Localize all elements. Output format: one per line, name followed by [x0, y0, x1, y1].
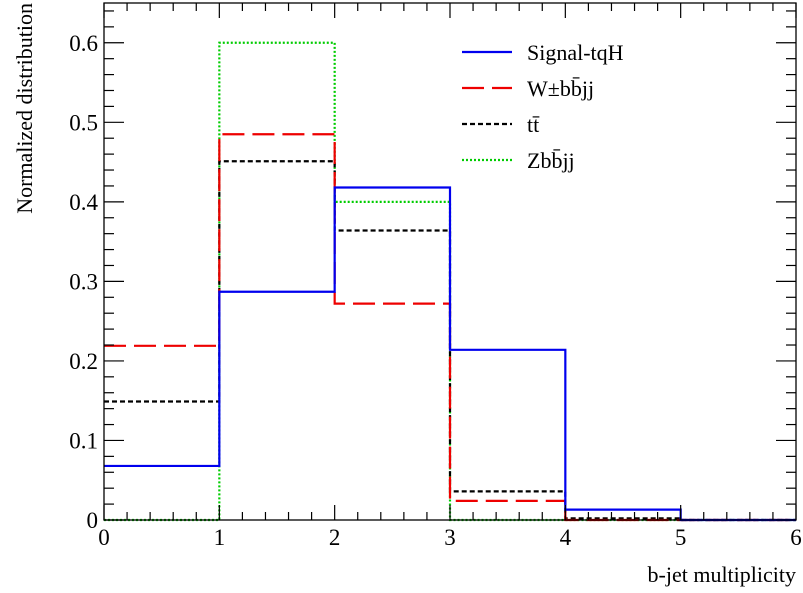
y-tick-label: 0.5	[69, 110, 98, 135]
y-tick-label: 0.6	[69, 31, 98, 56]
x-tick-label: 1	[214, 525, 226, 550]
y-tick-label: 0.4	[69, 190, 98, 215]
y-tick-label: 0	[87, 508, 99, 533]
legend-label-1: W±bb̄jj	[527, 76, 594, 101]
x-tick-label: 6	[790, 525, 802, 550]
x-tick-label: 3	[444, 525, 456, 550]
x-tick-label: 2	[329, 525, 341, 550]
legend-label-3: Zbb̄jj	[527, 148, 575, 173]
y-axis-title: Normalized distribution	[12, 3, 37, 214]
x-tick-label: 4	[560, 525, 572, 550]
y-tick-label: 0.2	[69, 349, 98, 374]
legend-label-0: Signal-tqH	[527, 40, 624, 65]
legend-label-2: tt̄	[527, 112, 540, 137]
y-tick-label: 0.1	[69, 428, 98, 453]
ticks: 0 1 2 3 4 5 6 0 0.1 0.2 0.3 0.4 0.5 0.6	[69, 3, 802, 550]
x-tick-label: 0	[98, 525, 110, 550]
x-tick-label: 5	[675, 525, 687, 550]
x-axis-title: b-jet multiplicity	[648, 562, 796, 587]
legend: Signal-tqH W±bb̄jj tt̄ Zbb̄jj	[462, 40, 624, 173]
y-tick-label: 0.3	[69, 269, 98, 294]
